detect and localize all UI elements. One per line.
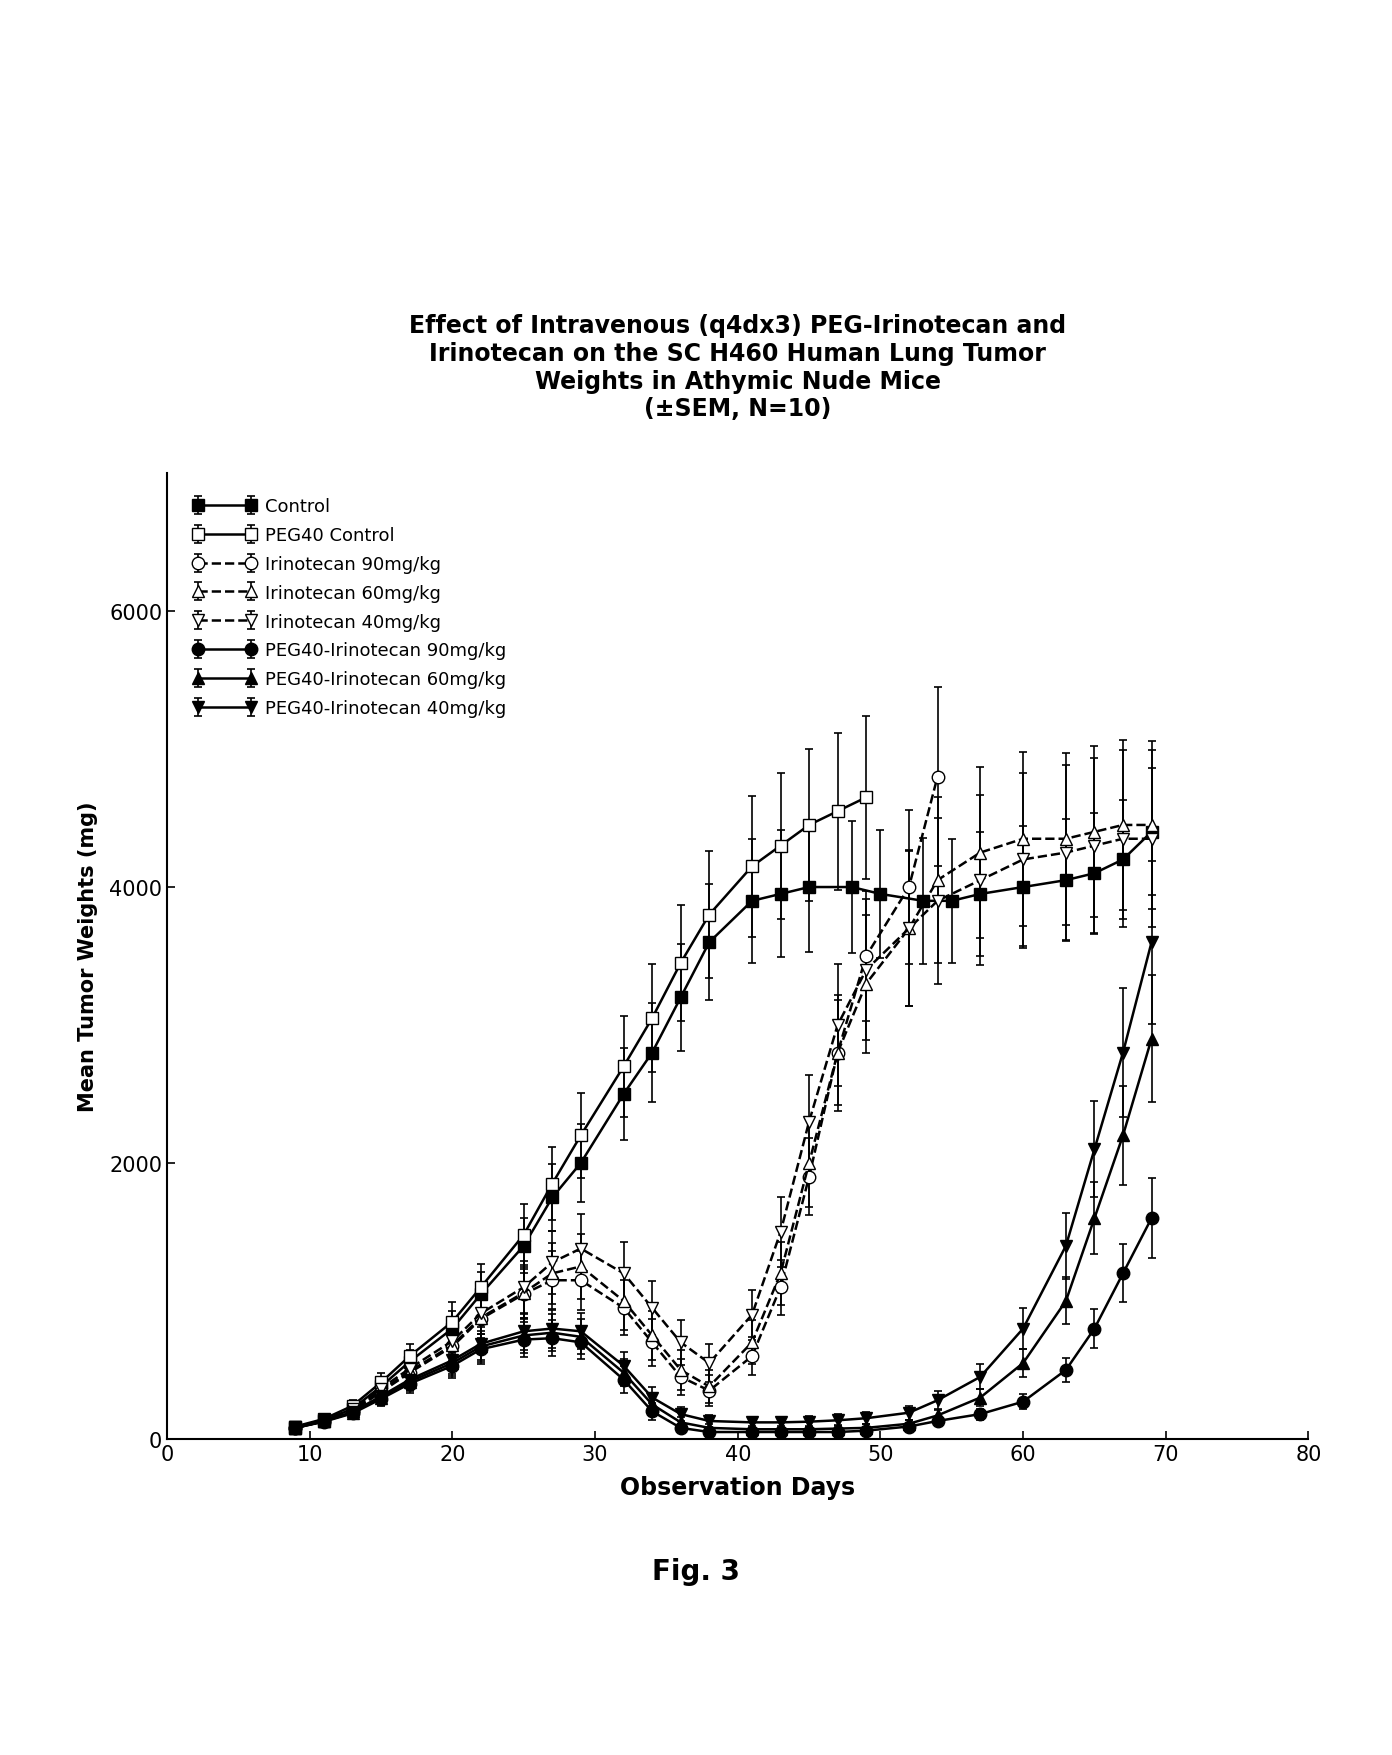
Text: Effect of Intravenous (q4dx3) PEG-Irinotecan and
Irinotecan on the SC H460 Human: Effect of Intravenous (q4dx3) PEG-Irinot…	[409, 314, 1066, 421]
Legend: Control, PEG40 Control, Irinotecan 90mg/kg, Irinotecan 60mg/kg, Irinotecan 40mg/: Control, PEG40 Control, Irinotecan 90mg/…	[188, 493, 512, 723]
Text: Fig. 3: Fig. 3	[651, 1557, 741, 1585]
Y-axis label: Mean Tumor Weights (mg): Mean Tumor Weights (mg)	[78, 802, 97, 1111]
X-axis label: Observation Days: Observation Days	[621, 1474, 855, 1499]
